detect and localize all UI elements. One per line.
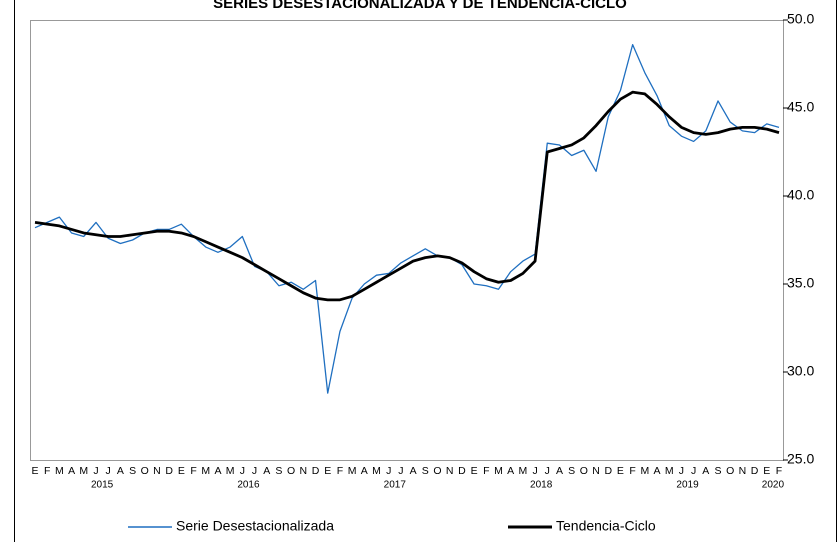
x-tick-label: F — [190, 465, 196, 477]
x-tick-label: J — [252, 465, 257, 477]
year-label: 2016 — [237, 480, 260, 491]
x-tick-label: N — [153, 465, 161, 477]
x-tick-label: S — [568, 465, 575, 477]
x-tick-label: M — [640, 465, 649, 477]
x-tick-label: J — [240, 465, 245, 477]
x-tick-label: M — [226, 465, 235, 477]
x-tick-label: N — [739, 465, 747, 477]
y-tick-label: 50.0 — [787, 11, 814, 27]
series-line — [34, 43, 780, 394]
x-tick-label: A — [702, 465, 709, 477]
chart-title: SERIES DESESTACIONALIZADA Y DE TENDENCIA… — [213, 0, 627, 12]
x-tick-label: S — [422, 465, 429, 477]
x-tick-label: D — [751, 465, 759, 477]
x-tick-label: F — [44, 465, 50, 477]
year-label: 2017 — [384, 480, 407, 491]
x-tick-label: A — [117, 465, 124, 477]
plot-area — [30, 20, 784, 461]
x-tick-label: O — [726, 465, 734, 477]
x-tick-label: M — [665, 465, 674, 477]
x-tick-label: D — [312, 465, 320, 477]
x-tick-label: N — [592, 465, 600, 477]
x-tick-label: J — [545, 465, 550, 477]
x-tick-label: A — [214, 465, 221, 477]
x-tick-label: O — [580, 465, 588, 477]
x-tick-label: E — [178, 465, 185, 477]
x-tick-label: F — [337, 465, 343, 477]
x-tick-label: N — [446, 465, 454, 477]
x-tick-label: J — [532, 465, 537, 477]
y-tick-label: 40.0 — [787, 187, 814, 203]
x-tick-label: E — [471, 465, 478, 477]
chart-frame — [14, 0, 837, 542]
x-tick-label: E — [31, 465, 38, 477]
x-tick-label: O — [141, 465, 149, 477]
x-tick-label: S — [129, 465, 136, 477]
year-label: 2015 — [91, 480, 114, 491]
y-tick-label: 25.0 — [787, 451, 814, 467]
x-tick-label: J — [691, 465, 696, 477]
x-tick-label: F — [629, 465, 635, 477]
series-line — [34, 90, 780, 302]
x-tick-label: F — [776, 465, 782, 477]
x-tick-label: A — [556, 465, 563, 477]
x-tick-label: A — [68, 465, 75, 477]
x-tick-label: M — [348, 465, 357, 477]
year-label: 2019 — [676, 480, 699, 491]
legend-label: Serie Desestacionalizada — [176, 518, 334, 534]
x-tick-label: D — [165, 465, 173, 477]
x-tick-label: D — [458, 465, 466, 477]
x-tick-label: D — [604, 465, 612, 477]
x-tick-label: A — [361, 465, 368, 477]
x-tick-label: M — [55, 465, 64, 477]
x-tick-label: M — [494, 465, 503, 477]
x-tick-label: M — [79, 465, 88, 477]
x-tick-label: J — [386, 465, 391, 477]
x-tick-label: N — [300, 465, 308, 477]
x-tick-label: E — [763, 465, 770, 477]
x-tick-label: S — [275, 465, 282, 477]
x-tick-label: A — [654, 465, 661, 477]
x-tick-label: M — [518, 465, 527, 477]
x-tick-label: J — [398, 465, 403, 477]
x-tick-label: O — [287, 465, 295, 477]
year-label: 2020 — [762, 480, 785, 491]
x-tick-label: M — [201, 465, 210, 477]
x-tick-label: A — [263, 465, 270, 477]
x-tick-label: M — [372, 465, 381, 477]
x-tick-label: E — [617, 465, 624, 477]
x-tick-label: S — [715, 465, 722, 477]
x-tick-label: J — [93, 465, 98, 477]
y-tick-label: 45.0 — [787, 99, 814, 115]
y-tick-label: 35.0 — [787, 275, 814, 291]
x-tick-label: E — [324, 465, 331, 477]
x-tick-label: O — [433, 465, 441, 477]
x-tick-label: F — [483, 465, 489, 477]
year-label: 2018 — [530, 480, 553, 491]
x-tick-label: J — [679, 465, 684, 477]
y-tick-label: 30.0 — [787, 363, 814, 379]
x-tick-label: J — [106, 465, 111, 477]
x-tick-label: A — [410, 465, 417, 477]
legend-label: Tendencia-Ciclo — [556, 518, 656, 534]
x-tick-label: A — [507, 465, 514, 477]
